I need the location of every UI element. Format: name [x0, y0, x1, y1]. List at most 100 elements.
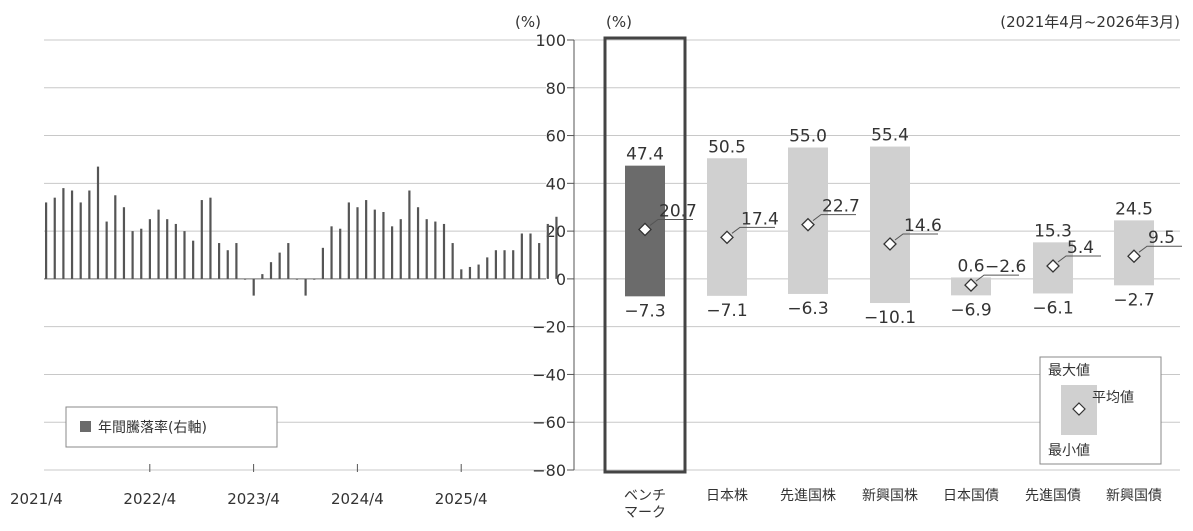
- category-label: 新興国債: [1106, 488, 1162, 504]
- y-tick-label: −60: [532, 413, 566, 432]
- average-value-label: 22.7: [822, 197, 860, 217]
- annual-return-bar: [148, 219, 151, 279]
- annual-return-bar: [131, 231, 134, 279]
- annual-return-bar: [494, 250, 497, 279]
- average-value-label: 9.5: [1148, 228, 1175, 248]
- annual-return-bar: [347, 202, 350, 279]
- annual-return-bar: [140, 228, 143, 279]
- annual-return-bar: [529, 233, 532, 279]
- y-tick-label: 0: [556, 270, 566, 289]
- max-value-label: 50.5: [708, 137, 746, 157]
- annual-return-bar: [269, 262, 273, 279]
- average-marker: [720, 230, 734, 245]
- annual-return-bar: [373, 209, 376, 279]
- annual-return-bar: [235, 243, 238, 279]
- average-marker: [964, 278, 978, 293]
- min-value-label: −6.9: [950, 300, 991, 320]
- max-value-label: 0.6: [957, 256, 984, 276]
- y-tick-label: 80: [546, 79, 566, 98]
- annual-return-bar: [313, 278, 316, 280]
- average-marker: [883, 237, 897, 251]
- annual-return-bar: [53, 197, 56, 279]
- min-value-label: −6.1: [1032, 298, 1073, 318]
- x-tick-label: 2023/4: [227, 490, 280, 508]
- max-value-label: 55.0: [789, 127, 827, 147]
- category-label: マーク: [624, 505, 666, 521]
- period-label: (2021年4月~2026年3月): [1000, 13, 1180, 31]
- category-label: 日本株: [706, 488, 748, 504]
- average-value-label: −2.6: [985, 257, 1026, 277]
- annual-return-bar: [209, 197, 212, 279]
- y-tick-label: −40: [532, 365, 566, 384]
- annual-return-bar: [278, 252, 281, 279]
- annual-return-bar: [62, 188, 65, 279]
- annual-return-bar: [416, 207, 420, 279]
- annual-return-bar: [468, 266, 472, 279]
- annual-return-bar: [174, 223, 177, 279]
- average-value-label: 14.6: [904, 216, 942, 236]
- annual-return-bar: [538, 243, 541, 279]
- average-leader-line: [1057, 255, 1101, 263]
- box-legend-avg-label: 平均値: [1092, 390, 1134, 406]
- average-leader-line: [812, 214, 856, 222]
- box-legend-frame: [1039, 356, 1162, 465]
- annual-return-bar: [512, 250, 515, 279]
- annual-return-bar: [425, 219, 428, 279]
- annual-legend-swatch: [80, 421, 91, 432]
- min-value-label: −10.1: [864, 308, 916, 328]
- annual-return-bar: [408, 190, 411, 279]
- annual-return-bar: [399, 219, 402, 279]
- y-tick-label: −80: [532, 461, 566, 480]
- annual-return-bar: [226, 250, 229, 279]
- y-tick-label: −20: [532, 318, 566, 337]
- average-value-label: 17.4: [741, 209, 779, 229]
- max-value-label: 47.4: [626, 145, 664, 165]
- annual-return-bar: [45, 202, 48, 279]
- annual-return-bar: [243, 278, 247, 280]
- annual-return-bars: 2021/4 2022/4 2023/4 2024/4 2025/4: [10, 166, 558, 508]
- annual-legend-box: [65, 406, 278, 448]
- annual-return-bar: [287, 243, 290, 279]
- average-marker: [801, 217, 815, 232]
- annual-return-bar: [391, 226, 394, 279]
- box-legend-min-label: 最小値: [1048, 443, 1090, 459]
- annual-return-bar: [477, 264, 480, 279]
- annual-return-bar: [192, 240, 195, 279]
- max-value-label: 55.4: [871, 126, 909, 146]
- min-value-label: −7.1: [706, 301, 747, 321]
- annual-return-bar: [88, 190, 91, 279]
- annual-return-bar: [382, 212, 385, 279]
- category-label: ベンチ: [624, 488, 666, 504]
- min-value-label: −6.3: [787, 299, 828, 319]
- y-tick-label: 60: [546, 127, 566, 146]
- box-legend-max-label: 最大値: [1048, 363, 1090, 379]
- annual-return-bar: [486, 257, 489, 279]
- annual-return-bar: [157, 209, 160, 279]
- average-marker: [1127, 249, 1141, 264]
- annual-return-bar: [70, 190, 74, 279]
- annual-return-bar: [200, 200, 203, 279]
- average-leader-line: [649, 218, 693, 226]
- annual-return-bar: [339, 228, 342, 279]
- annual-return-bar: [442, 223, 446, 279]
- annual-return-bar: [218, 243, 221, 279]
- annual-return-bar: [365, 200, 368, 279]
- max-value-label: 24.5: [1115, 199, 1153, 219]
- annual-legend: 年間騰落率(右軸): [65, 406, 278, 448]
- annual-return-bar: [304, 278, 307, 296]
- min-value-label: −2.7: [1113, 290, 1154, 310]
- annual-return-bar: [96, 166, 100, 279]
- left-unit-label: (%): [515, 13, 541, 31]
- annual-return-bar: [555, 216, 558, 279]
- average-leader-line: [1138, 245, 1182, 253]
- x-tick-label: 2021/4: [10, 490, 63, 508]
- category-label: 新興国株: [862, 488, 918, 504]
- box-legend: 最大値 平均値 最小値: [1039, 356, 1162, 465]
- annual-return-bar: [122, 207, 126, 279]
- max-value-label: 15.3: [1034, 221, 1072, 241]
- average-leader-line: [975, 274, 1019, 282]
- benchmark-highlight-frame: [603, 36, 687, 474]
